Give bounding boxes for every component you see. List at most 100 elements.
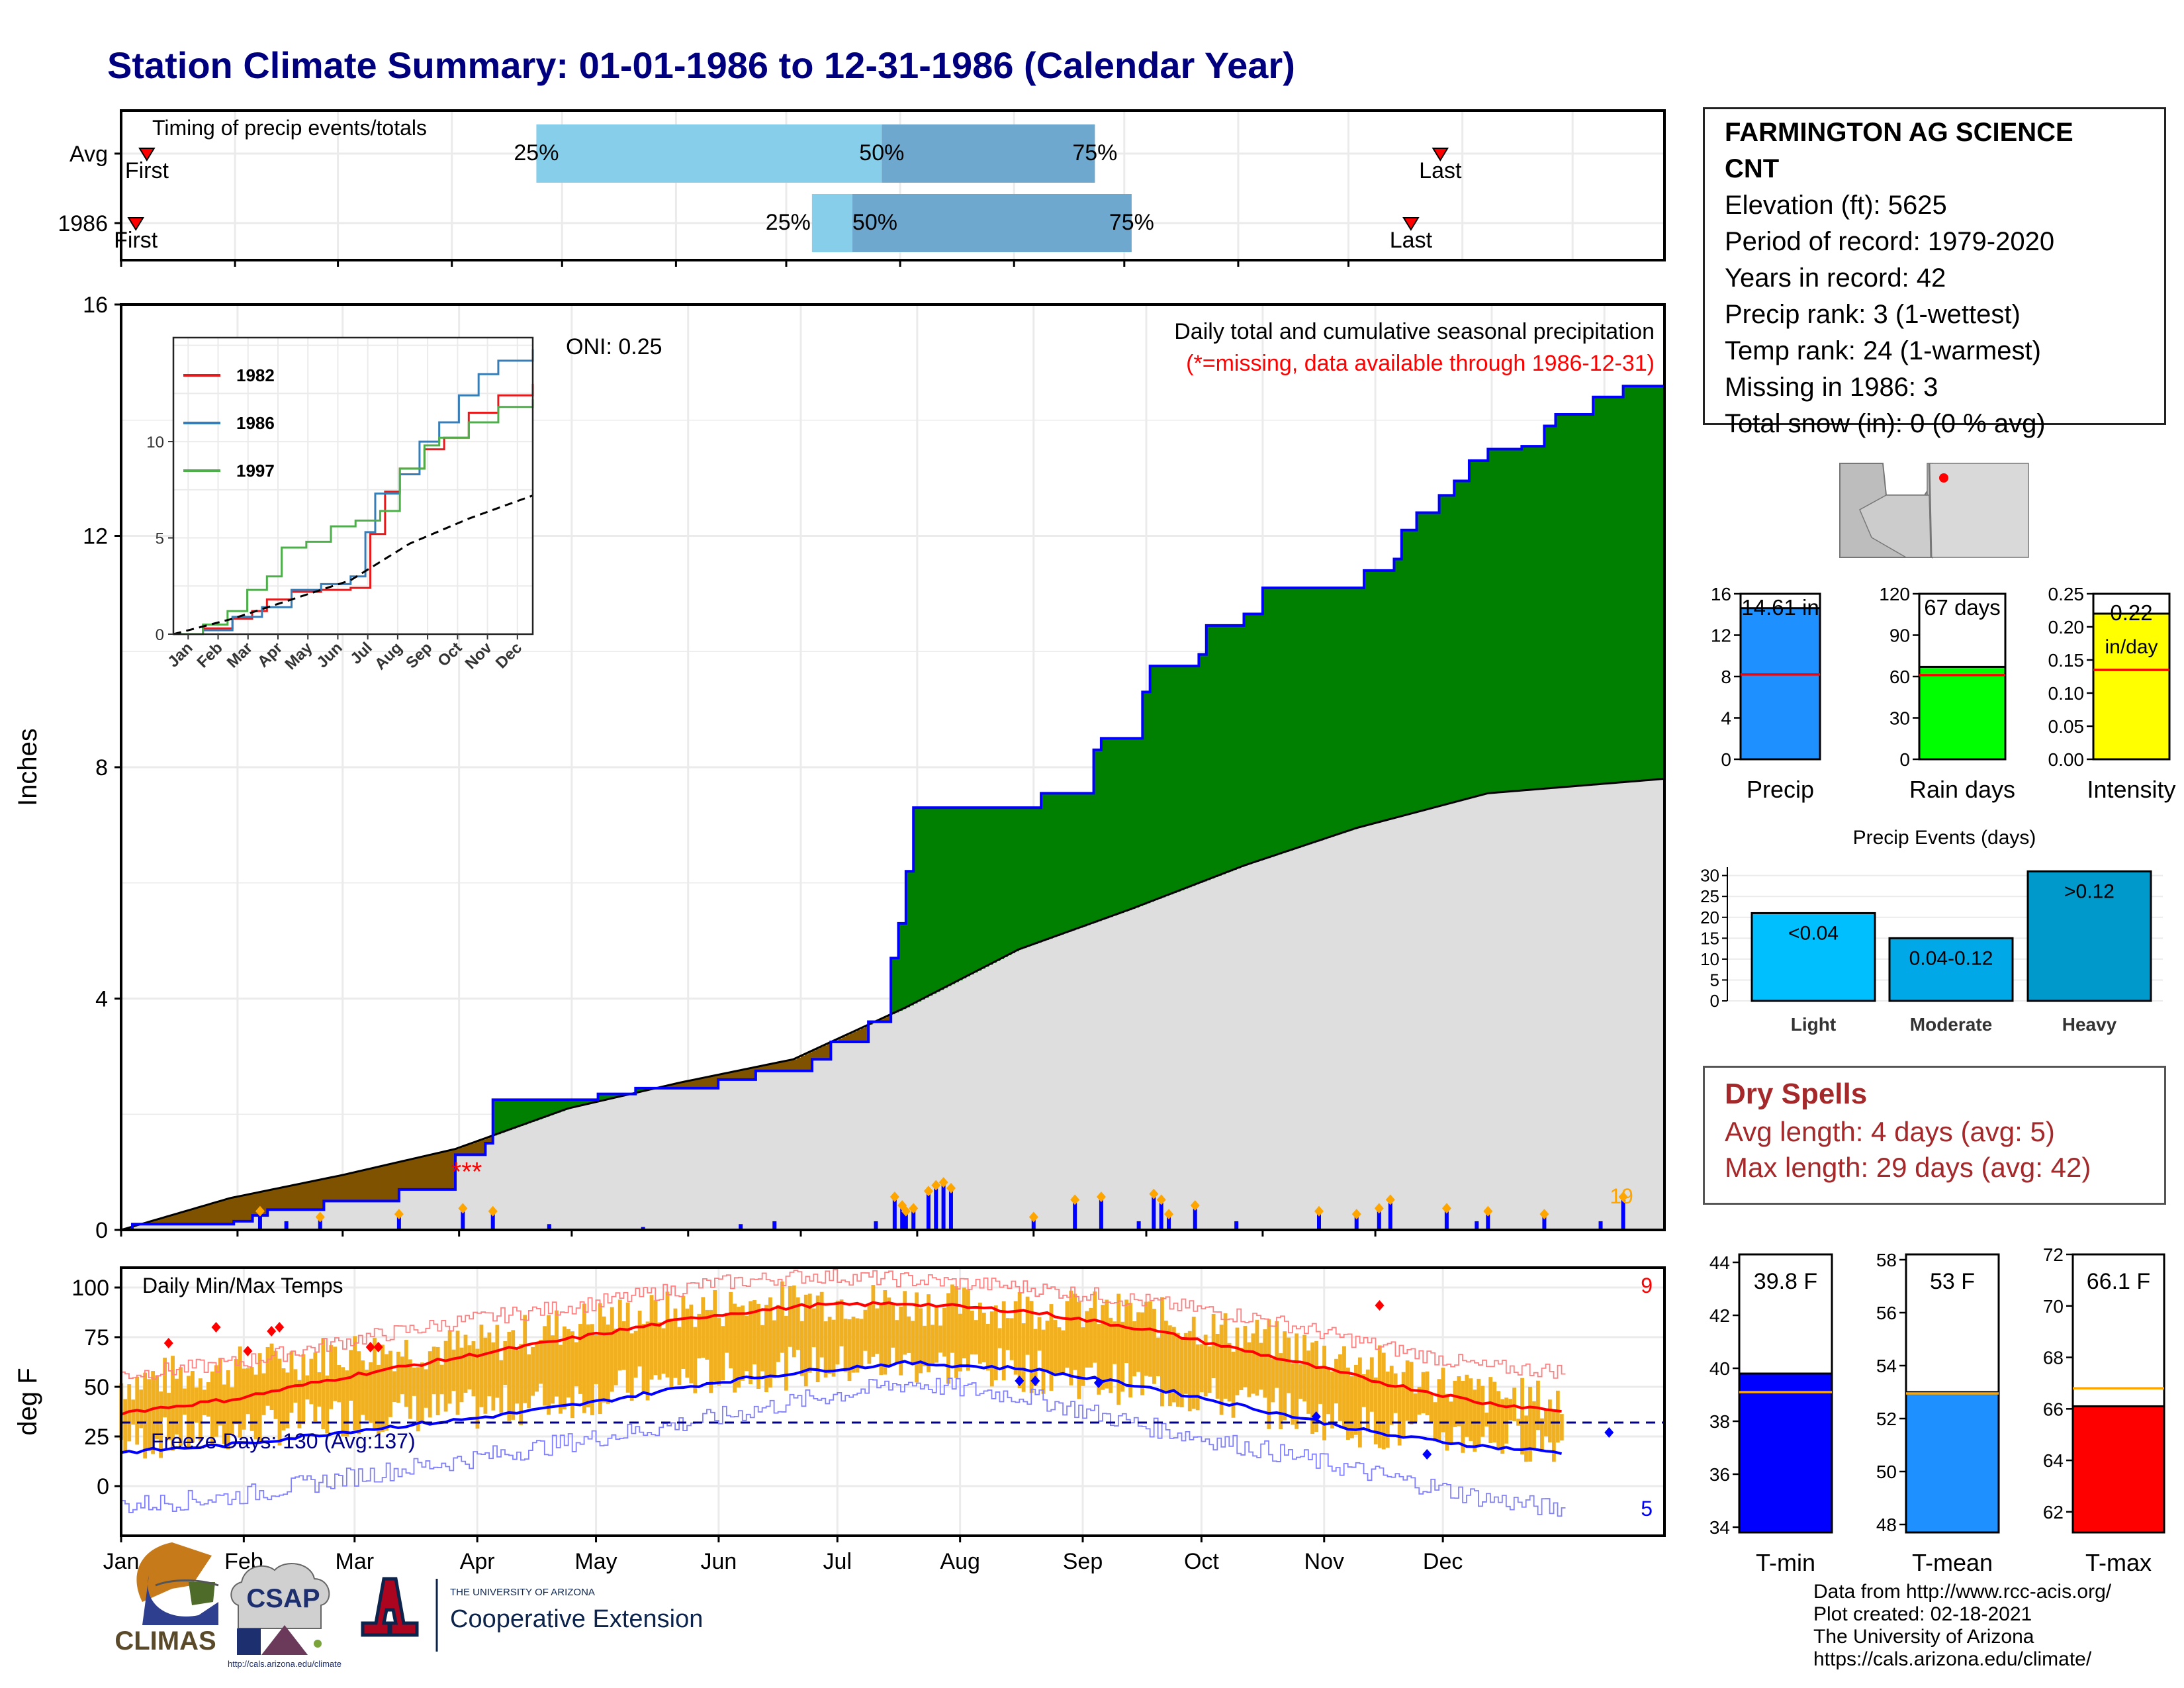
credits: Data from http://www.rcc-acis.org/ Plot … — [1813, 1581, 2111, 1671]
cum-diff-band — [812, 1051, 817, 1060]
daily-temp-bar — [1306, 1350, 1311, 1414]
daily-temp-bar — [257, 1353, 262, 1444]
daily-temp-bar — [388, 1350, 392, 1417]
psum-2-ytick-label: 0.15 — [2048, 650, 2085, 671]
cum-diff-band — [1627, 386, 1631, 782]
cum-diff-band — [504, 1100, 509, 1132]
daily-precip-marker — [1070, 1194, 1080, 1205]
daily-temp-bar — [535, 1344, 539, 1392]
cum-diff-band — [523, 1100, 527, 1125]
tsum-0-label: T-min — [1756, 1549, 1815, 1576]
tsum-1-ytick-label: 48 — [1876, 1515, 1897, 1535]
daily-temp-bar — [325, 1375, 330, 1434]
daily-temp-bar — [629, 1333, 634, 1401]
daily-precip-bar — [257, 1212, 262, 1230]
psum-2-ytick-label: 0.20 — [2048, 617, 2085, 637]
timing-pct-75: 75% — [1072, 140, 1117, 165]
daily-temp-bar — [796, 1297, 800, 1350]
daily-temp-bar — [1199, 1344, 1204, 1393]
daily-precip-bar — [1598, 1221, 1603, 1230]
daily-temp-bar — [404, 1340, 408, 1407]
temp-xtick-label: Jul — [823, 1549, 852, 1574]
cum-diff-band — [218, 1201, 223, 1225]
cum-diff-band — [853, 1031, 858, 1043]
daily-temp-bar — [396, 1352, 400, 1403]
daily-precip-bar — [396, 1215, 401, 1230]
cum-diff-band — [970, 808, 974, 975]
daily-temp-bar — [151, 1371, 156, 1454]
timing-bar-50-75 — [882, 124, 1095, 183]
daily-temp-bar — [230, 1387, 234, 1435]
cum-diff-band — [921, 808, 925, 1000]
cum-diff-band — [699, 1078, 704, 1088]
daily-temp-bar — [1520, 1378, 1524, 1455]
events-bar-label: <0.04 — [1788, 922, 1839, 944]
temp-ytick-label: 0 — [97, 1474, 109, 1499]
cum-diff-band — [373, 1168, 377, 1201]
daily-precip-bar — [1193, 1207, 1197, 1230]
cum-diff-band — [729, 1072, 734, 1080]
daily-temp-bar — [250, 1367, 254, 1431]
daily-precip-marker — [1385, 1194, 1395, 1205]
daily-temp-bar — [1073, 1293, 1077, 1370]
cum-diff-band — [447, 1150, 452, 1190]
cum-diff-band — [1457, 481, 1463, 802]
daily-precip-bar — [1159, 1201, 1163, 1230]
daily-temp-bar — [527, 1354, 531, 1409]
cum-diff-band — [1060, 793, 1064, 935]
cum-diff-band — [515, 1100, 520, 1128]
cum-diff-band — [1435, 512, 1440, 808]
cum-diff-band — [842, 1037, 846, 1043]
daily-precip-bar — [1136, 1221, 1141, 1230]
daily-temp-bar — [669, 1318, 674, 1389]
tsum-0-ytick-label: 38 — [1709, 1411, 1730, 1432]
cum-diff-band — [718, 1074, 723, 1080]
daily-precip-bar — [1073, 1201, 1077, 1230]
cum-diff-band — [534, 1100, 539, 1121]
daily-temp-bar — [1559, 1414, 1564, 1441]
daily-temp-bar — [1298, 1364, 1303, 1399]
daily-temp-bar — [187, 1376, 191, 1448]
cum-diff-band — [590, 1100, 595, 1103]
record-high-marker — [365, 1342, 375, 1352]
temp-xtick-label: Dec — [1423, 1549, 1463, 1574]
daily-temp-bar — [1033, 1329, 1038, 1386]
tsum-0-ytick-label: 42 — [1709, 1305, 1730, 1326]
daily-temp-bar — [657, 1322, 662, 1380]
temp-ytick-label: 75 — [84, 1325, 109, 1350]
cum-diff-band — [1158, 666, 1162, 899]
daily-temp-bar — [895, 1320, 899, 1364]
station-info-box: FARMINGTON AG SCIENCE CNT Elevation (ft)… — [1703, 107, 2166, 438]
daily-temp-bar — [222, 1384, 226, 1444]
cum-diff-band — [1387, 570, 1391, 820]
cum-diff-band — [1206, 625, 1211, 880]
daily-temp-bar — [563, 1326, 567, 1410]
tsum-1-ytick-label: 52 — [1876, 1409, 1897, 1429]
timing-bar-25-50 — [811, 194, 852, 252]
daily-temp-bar — [373, 1337, 377, 1430]
cum-diff-band — [380, 1166, 385, 1201]
timing-frame — [120, 109, 1666, 261]
station-temp-rank: Temp rank: 24 (1-warmest) — [1725, 336, 2041, 365]
cum-diff-band — [1540, 446, 1545, 789]
cum-diff-band — [237, 1196, 242, 1221]
daily-temp-bar — [333, 1346, 338, 1401]
cum-diff-band — [196, 1207, 201, 1225]
cum-diff-band — [992, 808, 997, 963]
daily-temp-bar — [551, 1335, 555, 1404]
daily-temp-bar — [582, 1303, 586, 1413]
temp-ytick-label: 25 — [84, 1425, 109, 1450]
cum-diff-band — [1454, 481, 1459, 802]
daily-temp-bar — [978, 1302, 982, 1364]
daily-temp-bar — [1109, 1317, 1113, 1393]
tsum-2-ytick-label: 72 — [2043, 1244, 2064, 1265]
cum-diff-band — [1169, 666, 1173, 895]
cum-diff-band — [185, 1211, 189, 1225]
cum-diff-band — [1120, 738, 1124, 914]
cum-diff-band — [1604, 397, 1609, 784]
daily-precip-marker — [938, 1177, 948, 1188]
csap-cloud-icon — [230, 1563, 330, 1629]
daily-precip-bar — [318, 1218, 322, 1230]
daily-temp-bar — [567, 1329, 570, 1398]
cum-diff-band — [1150, 666, 1154, 902]
